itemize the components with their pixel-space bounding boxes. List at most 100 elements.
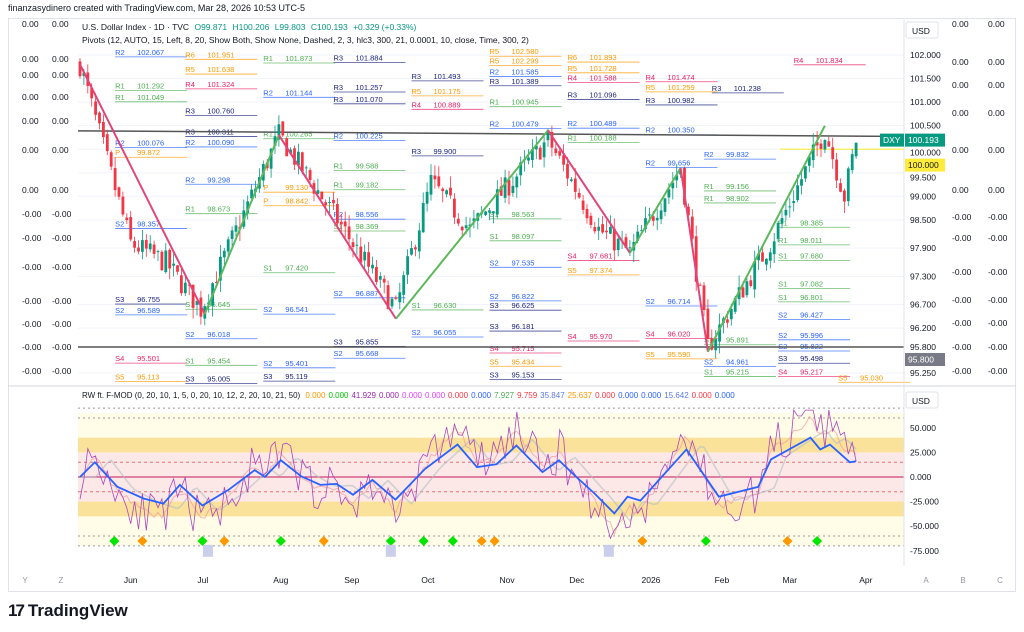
candle-down — [351, 242, 355, 248]
candle-down — [168, 249, 172, 269]
candle-up — [234, 225, 238, 232]
price-tick-label: 95.250 — [910, 368, 936, 378]
price-labels: DXY 100.193 100.000 95.800 — [880, 133, 945, 367]
zigzag-segment — [278, 134, 397, 320]
pivot-value: 95.030 — [860, 373, 883, 382]
oscillator-value: 0.000 — [471, 391, 492, 400]
candle-down — [694, 236, 698, 282]
candle-up — [250, 189, 253, 199]
pivot-label-r1: R1 — [778, 236, 788, 245]
tradingview-logo[interactable]: 17 TradingView — [8, 601, 128, 621]
candle-up — [141, 240, 144, 252]
osc-tick-label: 50.000 — [910, 423, 936, 433]
pivot-label-s5: S5 — [646, 350, 655, 359]
currency-box[interactable]: USD — [905, 21, 939, 39]
green-diamond-marker — [700, 535, 711, 546]
right-axis-value: 0.00 — [952, 19, 969, 29]
price-label-value: 100.000 — [908, 160, 939, 170]
currency-label: USD — [912, 26, 930, 36]
zigzag-segment — [629, 167, 682, 254]
pivot-label-s1: S1 — [490, 232, 499, 241]
candle-down — [215, 281, 218, 284]
pivots-legend[interactable]: Pivots (12, AUTO, 15, Left, 8, 20, Show … — [82, 35, 529, 45]
candle-up — [729, 309, 733, 320]
candle-down — [554, 148, 558, 154]
candle-up — [316, 190, 320, 194]
pivot-label-s2: S2 — [115, 306, 124, 315]
price-tick-label: 96.700 — [910, 300, 936, 310]
right-axis-value: -0.00 — [952, 342, 972, 352]
pivot-label-r4: R4 — [412, 100, 422, 109]
oscillator-axis[interactable]: 50.000 25.000 0.000 -25.000 -50.000 -75.000 — [910, 423, 939, 556]
price-tick-label: 101.000 — [910, 97, 941, 107]
candle-down — [601, 224, 604, 233]
candle-up — [846, 168, 850, 202]
pivot-value: 95.996 — [800, 331, 823, 340]
candle-up — [663, 198, 667, 212]
candle-up — [445, 190, 448, 195]
pivot-label-p: P — [263, 197, 268, 206]
pivot-label-s2: S2 — [646, 297, 655, 306]
left-axis-value: 0.00 — [52, 70, 69, 80]
oscillator-title[interactable]: RW ft. F-MOD (0, 20, 10, 1, 5, 0, 20, 10… — [82, 391, 301, 400]
candle-up — [714, 339, 718, 351]
time-label: Oct — [421, 575, 435, 585]
candle-up — [667, 189, 671, 198]
axis-letter: C — [997, 576, 1003, 585]
pivot-label-r1: R1 — [334, 162, 344, 171]
candle-up — [429, 174, 433, 195]
pivot-value: 100.188 — [590, 133, 617, 142]
time-axis[interactable]: Jun Jul Aug Sep Oct Nov Dec 2026 Feb Mar Apr Y Z A B C — [22, 575, 1003, 585]
horizontal-lines — [77, 130, 905, 348]
time-label: Jul — [197, 575, 208, 585]
pivot-label-p: P — [115, 148, 120, 157]
right-axis-value: 0.00 — [988, 80, 1005, 90]
oscillator-legend[interactable]: RW ft. F-MOD (0, 20, 10, 1, 5, 0, 20, 10… — [82, 391, 738, 400]
pivot-value: 101.175 — [434, 87, 461, 96]
candle-down — [386, 285, 390, 310]
zigzag-lines — [79, 63, 826, 353]
pivot-label-r2: R2 — [115, 48, 125, 57]
zigzag-segment — [79, 63, 206, 315]
purple-square-marker — [202, 544, 213, 557]
pivot-value: 96.714 — [668, 297, 691, 306]
pivot-label-r2: R2 — [334, 132, 344, 141]
pivot-label-s2: S2 — [334, 349, 343, 358]
price-tick-label: 99.000 — [910, 191, 936, 201]
osc-tick-label: -25.000 — [910, 497, 939, 507]
pivot-label-r5: R5 — [490, 47, 500, 56]
left-axis-value: -0.00 — [52, 209, 72, 219]
pivot-label-s5: S5 — [568, 266, 577, 275]
right-axis-value: -0.00 — [952, 267, 972, 277]
pivot-value: 101.096 — [590, 91, 617, 100]
candle-down — [176, 265, 179, 272]
price-axis[interactable]: 102.000 101.500 101.000 100.500 100.000 99.50… — [910, 50, 941, 378]
high-value: H100.206 — [232, 22, 270, 32]
pivot-value: 97.680 — [800, 251, 823, 260]
green-diamond-marker — [275, 535, 286, 546]
candle-up — [534, 145, 538, 150]
left-axis-value: 0.00 — [22, 92, 39, 102]
candle-up — [542, 142, 546, 158]
candle-down — [624, 237, 628, 248]
oscillator-lines — [79, 408, 857, 540]
green-diamond-marker — [197, 535, 208, 546]
symbol-legend[interactable]: U.S. Dollar Index · 1D · TVC O99.871 H10… — [82, 22, 419, 32]
candle-down — [98, 112, 101, 124]
price-tick-label: 100.000 — [910, 148, 941, 158]
symbol-name[interactable]: U.S. Dollar Index · 1D · TVC — [82, 22, 190, 32]
candle-up — [297, 151, 300, 166]
pivot-value: 95.113 — [137, 372, 159, 381]
candle-down — [581, 200, 585, 210]
pivot-value: 101.728 — [590, 64, 617, 73]
candle-down — [293, 148, 296, 165]
zigzag-segment — [203, 134, 280, 315]
candle-down — [651, 216, 655, 221]
candle-up — [495, 189, 499, 215]
osc-currency-box[interactable]: USD — [905, 391, 939, 409]
candle-down — [819, 143, 823, 149]
candle-up — [406, 256, 409, 275]
right-axis-value: -0.00 — [988, 295, 1008, 305]
right-axis-value: -0.00 — [988, 233, 1008, 243]
